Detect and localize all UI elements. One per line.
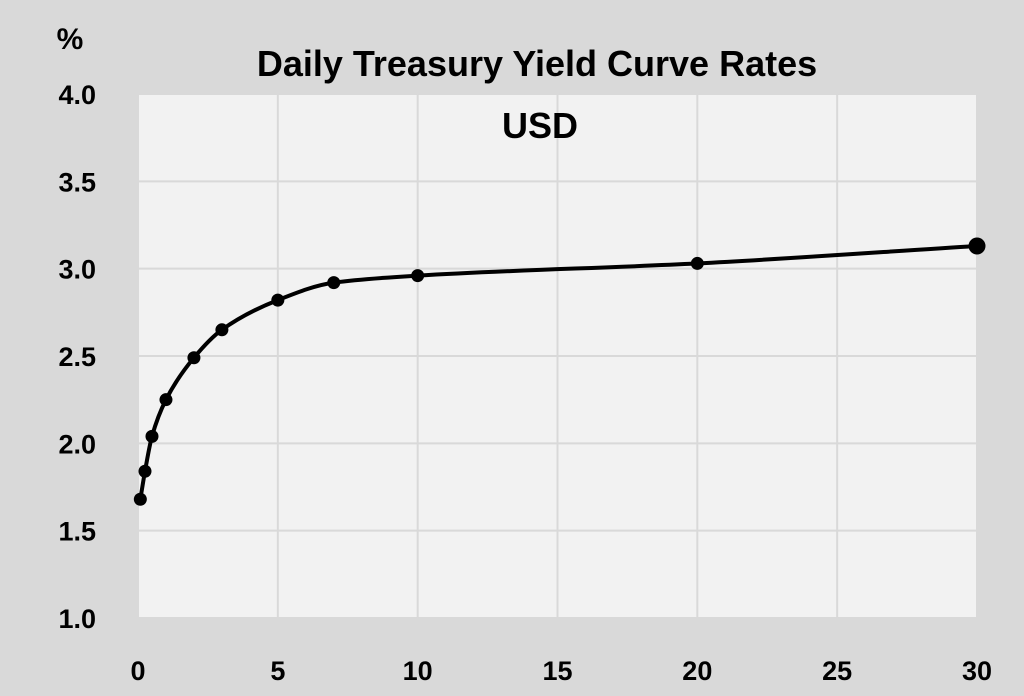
- y-tick-label: 2.0: [58, 429, 96, 459]
- y-tick-label: 4.0: [58, 80, 96, 110]
- y-tick-label: 1.5: [58, 517, 96, 547]
- y-tick-label: 3.0: [58, 255, 96, 285]
- x-tick-label: 10: [403, 656, 433, 686]
- data-point: [187, 351, 201, 365]
- data-point: [215, 323, 229, 337]
- data-point: [411, 269, 425, 283]
- data-point: [271, 293, 285, 307]
- y-tick-label: 2.5: [58, 342, 96, 372]
- x-tick-label: 15: [542, 656, 572, 686]
- chart-title: Daily Treasury Yield Curve Rates: [257, 43, 817, 84]
- data-point: [327, 276, 341, 290]
- data-point: [133, 492, 147, 506]
- data-point: [968, 237, 986, 255]
- x-tick-label: 20: [682, 656, 712, 686]
- x-tick-label: 30: [962, 656, 992, 686]
- data-point: [138, 464, 152, 478]
- data-point: [145, 429, 159, 443]
- x-axis-ticks: 0 5 10 15 20 25 30: [130, 656, 992, 686]
- y-tick-label: 1.0: [58, 604, 96, 634]
- y-axis-ticks: 1.0 1.5 2.0 2.5 3.0 3.5 4.0: [58, 80, 96, 634]
- y-axis-unit-label: %: [57, 23, 84, 56]
- x-tick-label: 25: [822, 656, 852, 686]
- data-point: [159, 393, 173, 407]
- chart-subtitle: USD: [502, 105, 578, 146]
- y-tick-label: 3.5: [58, 167, 96, 197]
- data-point: [690, 256, 704, 270]
- data-points: [133, 237, 986, 506]
- x-tick-label: 0: [130, 656, 145, 686]
- x-tick-label: 5: [270, 656, 285, 686]
- grid-lines: [137, 93, 978, 619]
